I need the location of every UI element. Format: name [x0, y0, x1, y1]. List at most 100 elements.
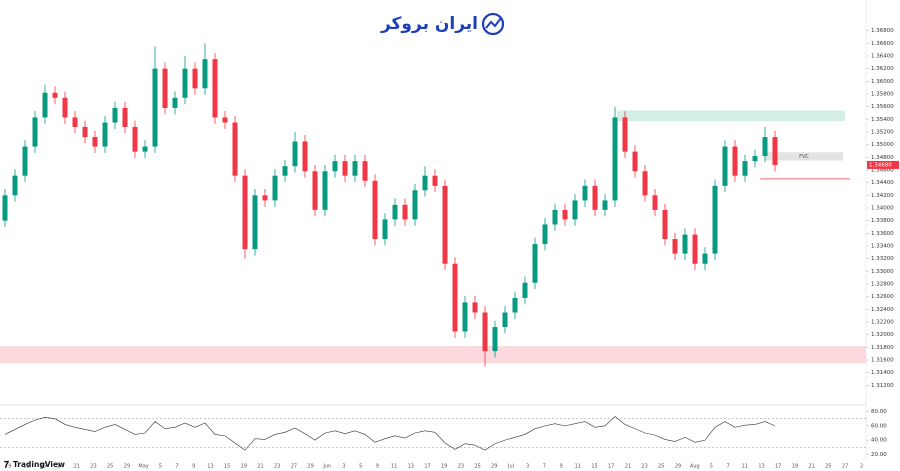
- x-tick-label: 29: [307, 464, 313, 470]
- candle-body: [532, 244, 538, 283]
- candle-body: [752, 156, 758, 162]
- candle-body: [592, 185, 598, 210]
- candle-body: [552, 209, 558, 225]
- x-tick-label: 5: [359, 464, 362, 470]
- candle-body: [172, 97, 178, 108]
- x-tick-label: 21: [625, 464, 631, 470]
- rsi-tick-label: 20.00: [871, 452, 887, 458]
- x-tick-label: 15: [591, 464, 597, 470]
- candle-body: [122, 107, 128, 127]
- logo-icon: [481, 12, 505, 36]
- candle-body: [102, 122, 108, 147]
- y-tick-label: 1.33000: [871, 269, 894, 275]
- y-tick-label: 1.34000: [871, 206, 894, 212]
- x-tick-label: 29: [675, 464, 681, 470]
- candle-body: [542, 224, 548, 245]
- candle-body: [762, 137, 768, 157]
- last-price-box: [867, 160, 899, 169]
- x-tick-label: 7: [175, 464, 178, 470]
- x-tick-label: 27: [291, 464, 297, 470]
- rsi-tick-label: 60.00: [871, 423, 887, 429]
- candle-body: [482, 312, 488, 352]
- x-tick-label: 5: [710, 464, 713, 470]
- candle-body: [292, 141, 298, 167]
- candle-body: [2, 195, 8, 221]
- candle-body: [192, 68, 198, 89]
- x-tick-label: 11: [391, 464, 397, 470]
- candle-body: [612, 117, 618, 201]
- candle-body: [412, 190, 418, 220]
- candle-body: [302, 141, 308, 172]
- candle-body: [392, 204, 398, 220]
- candle-body: [692, 234, 698, 264]
- candle-body: [22, 146, 28, 176]
- x-tick-label: 21: [257, 464, 263, 470]
- y-tick-label: 1.35200: [871, 130, 894, 136]
- x-tick-label: 13: [24, 464, 30, 470]
- y-tick-label: 1.33600: [871, 231, 894, 237]
- x-tick-label: 15: [224, 464, 230, 470]
- x-tick-label: 17: [424, 464, 430, 470]
- y-tick-label: 1.36200: [871, 66, 894, 72]
- y-tick-label: 1.32600: [871, 294, 894, 300]
- candle-body: [712, 185, 718, 254]
- brand-text: TradingView: [13, 460, 65, 469]
- candle-body: [242, 175, 248, 250]
- logo-arrow: [485, 17, 502, 29]
- candle-body: [162, 68, 168, 108]
- y-tick-label: 1.32000: [871, 332, 894, 338]
- candle-body: [732, 146, 738, 176]
- zone: [765, 152, 843, 161]
- x-tick-label: 29: [124, 464, 130, 470]
- x-tick-label: 19: [241, 464, 247, 470]
- last-price-label: 1.34680: [869, 162, 892, 168]
- x-tick-label: 29: [491, 464, 497, 470]
- x-tick-label: 17: [608, 464, 614, 470]
- candle-body: [702, 253, 708, 264]
- candle-body: [252, 195, 258, 250]
- logo: ایران بروکر: [380, 12, 505, 36]
- zone: [617, 110, 845, 122]
- y-tick-label: 1.35000: [871, 142, 894, 148]
- y-tick-label: 1.33200: [871, 256, 894, 262]
- candle-body: [382, 219, 388, 240]
- x-tick-label: 9: [376, 464, 379, 470]
- x-tick-label: Jun: [322, 464, 331, 470]
- candle-body: [622, 117, 628, 152]
- candle-body: [352, 161, 358, 176]
- candle-body: [492, 327, 498, 352]
- y-tick-label: 1.31600: [871, 358, 894, 364]
- candle-body: [232, 122, 238, 176]
- candle-body: [522, 282, 528, 298]
- candle-body: [152, 68, 158, 147]
- candle-body: [372, 180, 378, 240]
- x-tick-label: 5: [159, 464, 162, 470]
- y-tick-label: 1.34400: [871, 180, 894, 186]
- x-tick-label: May: [138, 464, 148, 470]
- candle-body: [742, 161, 748, 176]
- candle-body: [402, 204, 408, 220]
- candle-body: [582, 185, 588, 201]
- x-tick-label: 9: [560, 464, 563, 470]
- candle-body: [432, 175, 438, 186]
- y-tick-label: 1.36600: [871, 41, 894, 47]
- candle-body: [202, 59, 208, 89]
- candle-body: [272, 175, 278, 201]
- candle-body: [342, 161, 348, 176]
- y-tick-label: 1.32200: [871, 320, 894, 326]
- candle-body: [772, 137, 778, 165]
- candle-body: [92, 137, 98, 147]
- x-tick-label: 11: [742, 464, 748, 470]
- candle-body: [662, 209, 668, 240]
- x-tick-label: 21: [74, 464, 80, 470]
- x-tick-label: 19: [441, 464, 447, 470]
- candle-body: [182, 68, 188, 98]
- candle-body: [132, 126, 138, 152]
- candle-body: [12, 175, 18, 196]
- candle-body: [672, 239, 678, 254]
- y-tick-label: 1.33800: [871, 218, 894, 224]
- brand: 𝟕 TradingView: [4, 460, 65, 471]
- candle-body: [42, 92, 48, 118]
- x-tick-label: 23: [90, 464, 96, 470]
- x-tick-label: 3: [526, 464, 529, 470]
